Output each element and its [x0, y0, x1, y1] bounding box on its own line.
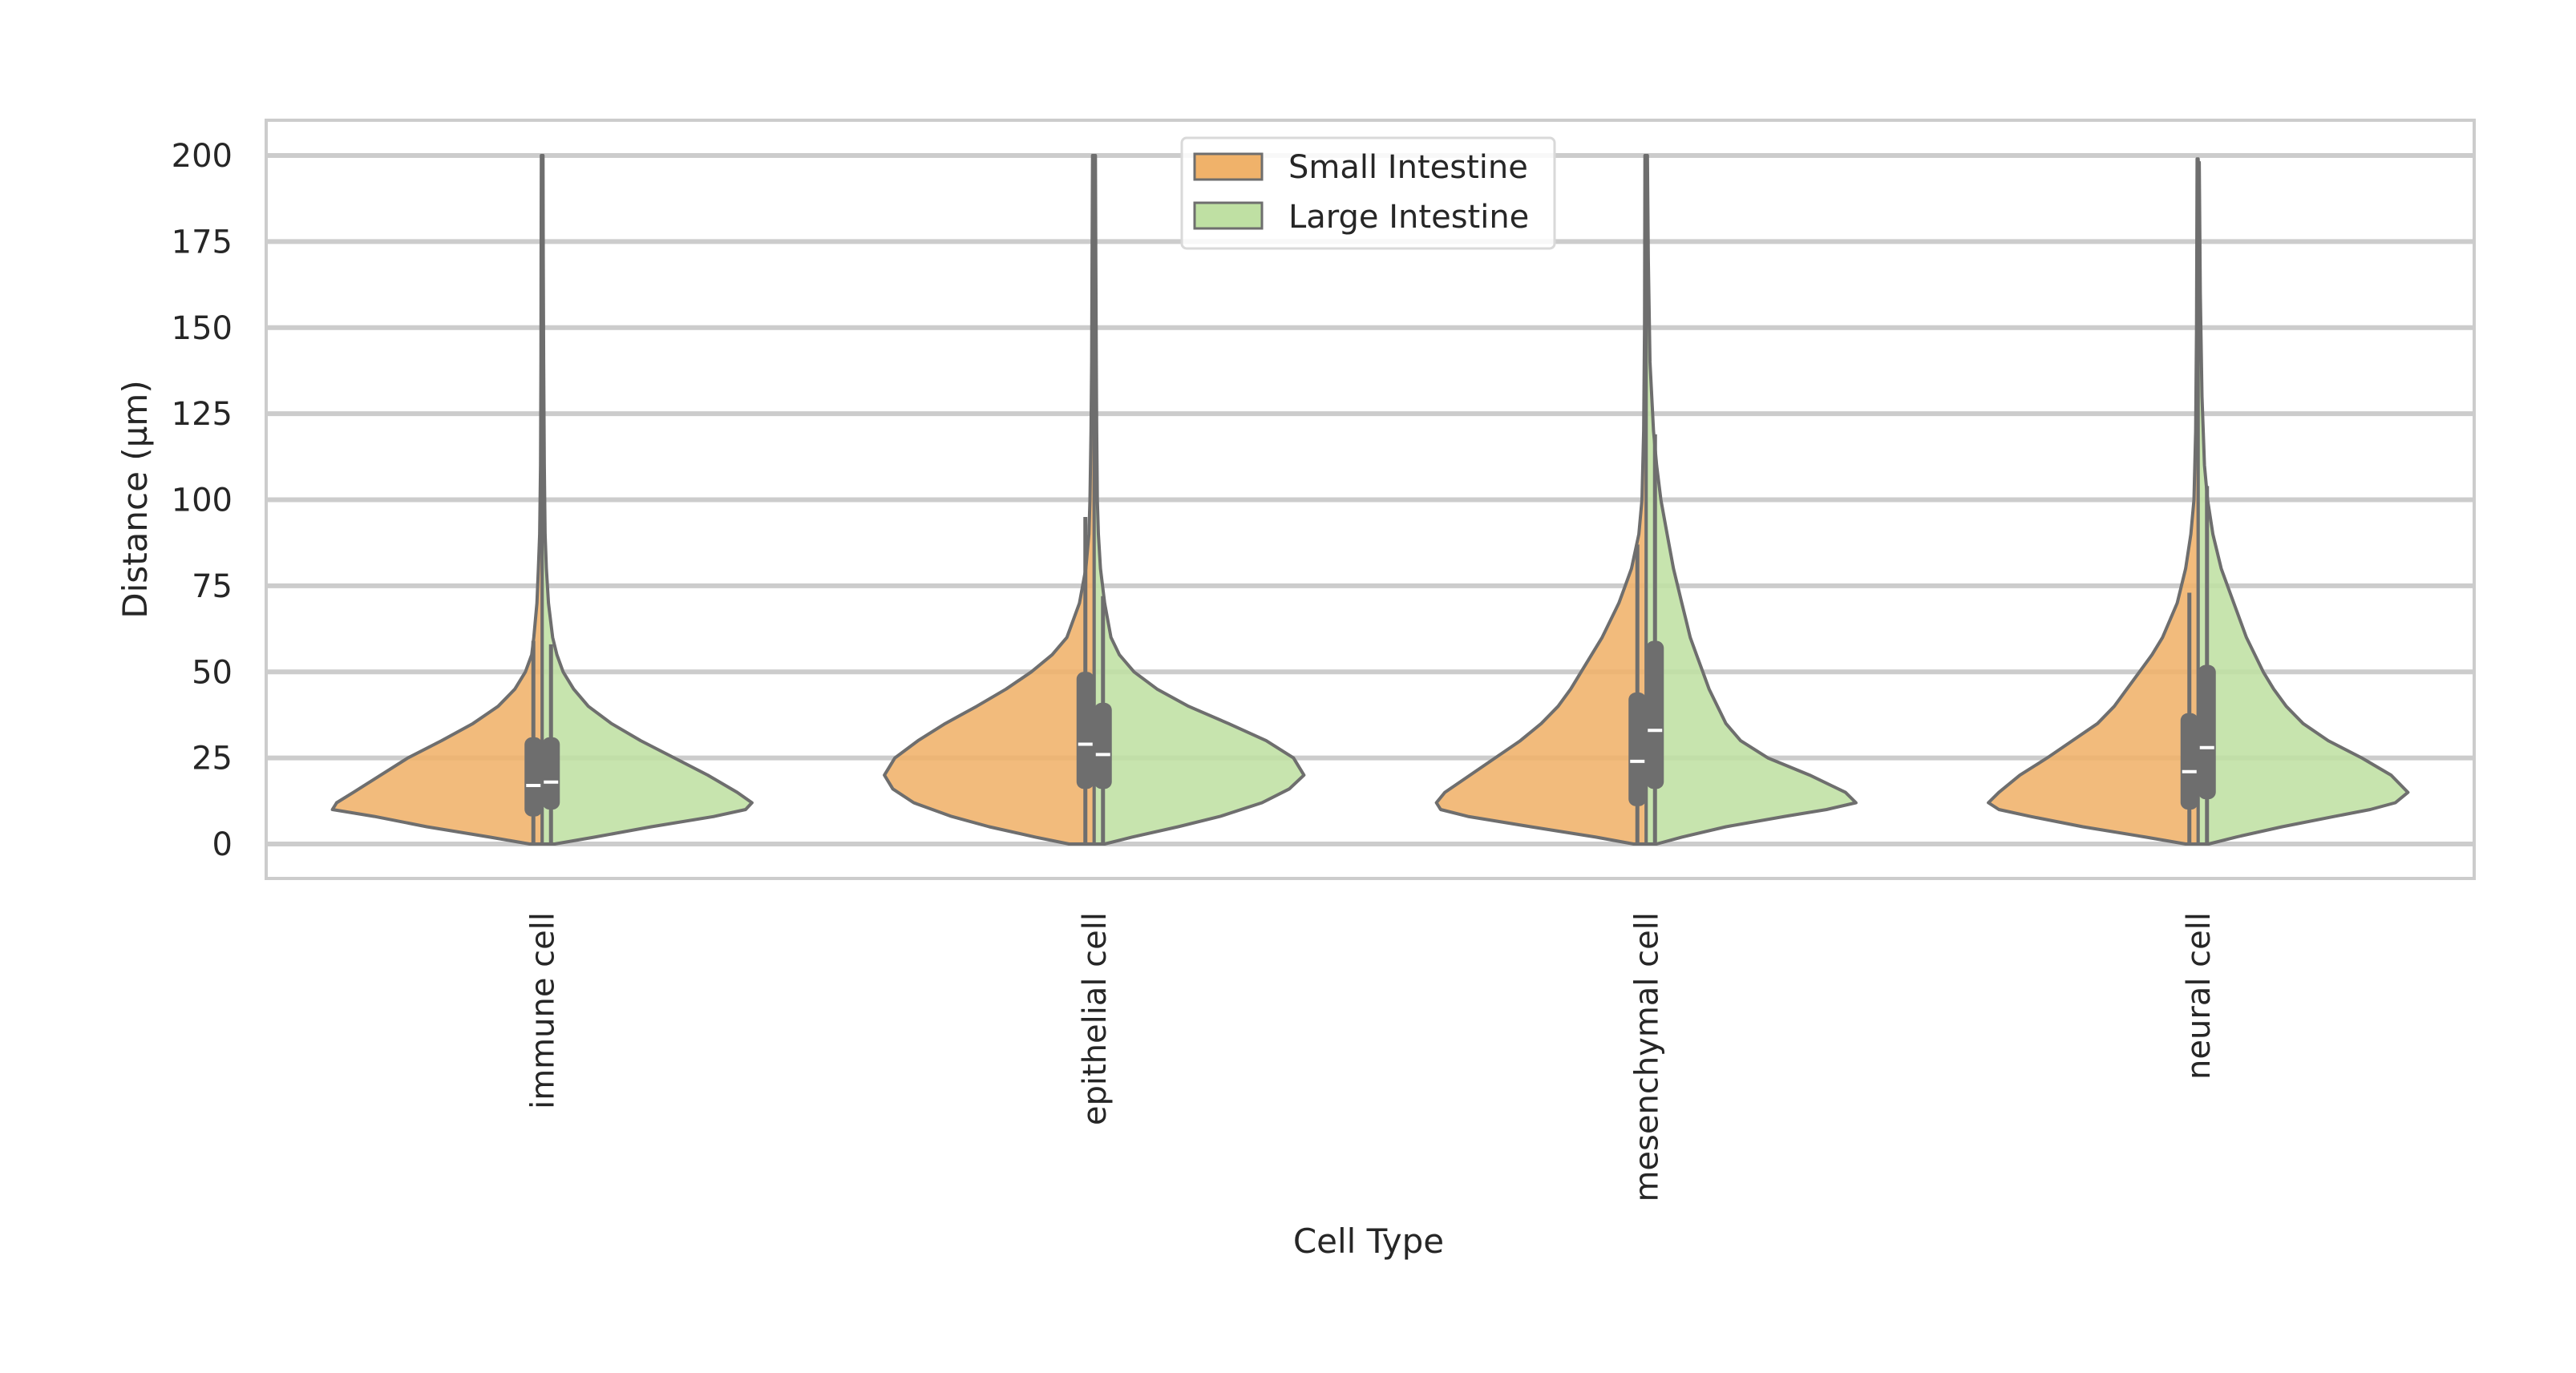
y-tick-label-75: 75 — [192, 568, 233, 605]
y-tick-label-0: 0 — [212, 826, 233, 863]
violin-mesenchymal-cell-small-intestine — [1434, 154, 1648, 846]
iqr-box-immune-cell-small-intestine — [524, 737, 543, 817]
x-tick-label-neural-cell: neural cell — [2181, 912, 2218, 1080]
violin-mesenchymal-cell-large-intestine — [1644, 154, 1858, 846]
legend-frame — [1180, 136, 1556, 250]
iqr-box-mesenchymal-cell-large-intestine — [1646, 640, 1664, 789]
iqr-box-neural-cell-small-intestine — [2180, 713, 2198, 810]
legend-swatch-small-intestine — [1193, 152, 1264, 181]
violin-neural-cell-large-intestine — [2196, 160, 2410, 846]
y-tick-label-125: 125 — [172, 396, 233, 433]
y-tick-label-100: 100 — [172, 483, 233, 519]
y-tick-labels: 0 25 50 75 100 125 150 175 200 — [172, 138, 233, 863]
legend-swatch-large-intestine — [1193, 201, 1264, 230]
inner-boxplots — [524, 434, 2216, 844]
y-tick-label-25: 25 — [192, 741, 233, 777]
iqr-box-mesenchymal-cell-small-intestine — [1628, 693, 1647, 806]
x-tick-labels: immune cell epithelial cell mesenchymal ce… — [524, 912, 2218, 1202]
violins — [330, 154, 2410, 846]
iqr-box-epithelial-cell-large-intestine — [1094, 702, 1112, 789]
y-tick-label-200: 200 — [172, 138, 233, 175]
iqr-box-immune-cell-large-intestine — [542, 737, 560, 810]
violin-neural-cell-small-intestine — [1987, 157, 2200, 846]
x-axis-title: Cell Type — [1293, 1222, 1444, 1261]
violin-immune-cell-large-intestine — [540, 154, 754, 846]
y-axis-title: Distance (µm) — [115, 380, 155, 618]
iqr-box-epithelial-cell-small-intestine — [1076, 672, 1094, 789]
legend: Small Intestine Large Intestine — [1180, 136, 1556, 250]
y-tick-label-175: 175 — [172, 224, 233, 260]
legend-label-small-intestine: Small Intestine — [1288, 149, 1528, 186]
violin-epithelial-cell-small-intestine — [883, 154, 1096, 846]
x-tick-label-immune-cell: immune cell — [524, 912, 561, 1109]
x-tick-label-mesenchymal-cell: mesenchymal cell — [1628, 912, 1665, 1202]
x-tick-label-epithelial-cell: epithelial cell — [1077, 912, 1114, 1125]
y-tick-label-150: 150 — [172, 310, 233, 347]
y-tick-label-50: 50 — [192, 654, 233, 691]
violin-epithelial-cell-large-intestine — [1092, 154, 1306, 846]
legend-label-large-intestine: Large Intestine — [1288, 199, 1529, 236]
iqr-box-neural-cell-large-intestine — [2198, 664, 2216, 800]
